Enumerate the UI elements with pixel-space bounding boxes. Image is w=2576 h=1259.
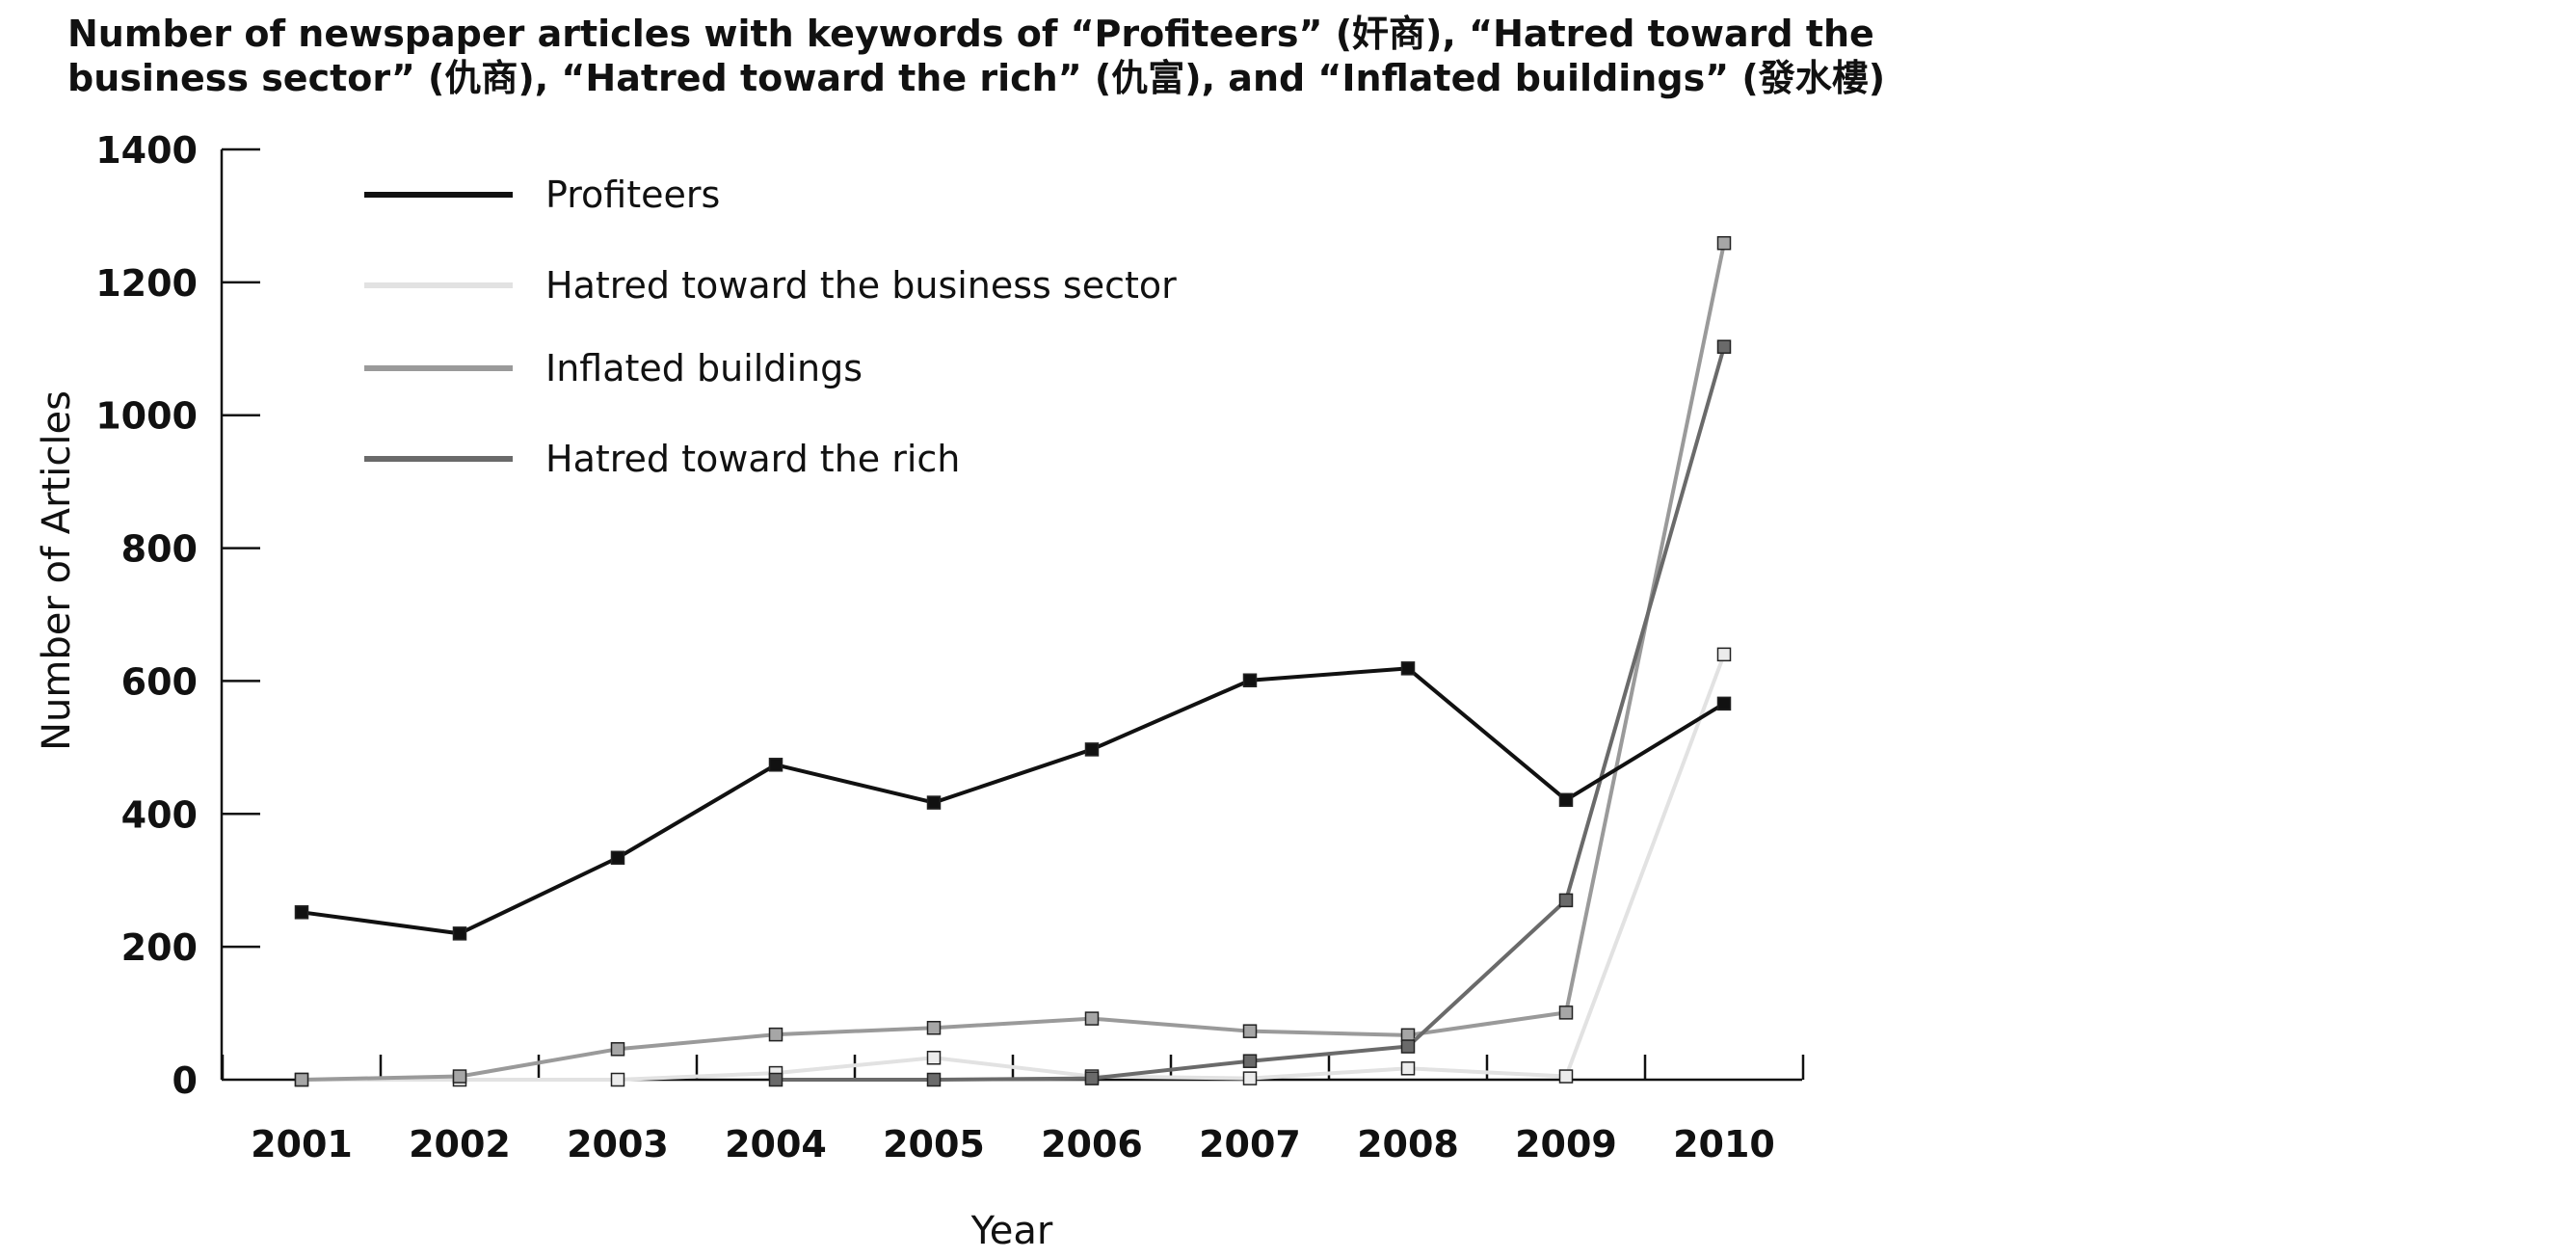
x-tick-label: 2003: [567, 1123, 669, 1165]
data-point: [1084, 1071, 1100, 1085]
data-point: [610, 1042, 625, 1057]
data-point: [926, 1072, 942, 1087]
y-tick-label: 600: [121, 660, 198, 703]
legend-label: Hatred toward the rich: [545, 438, 960, 480]
x-tick-label: 2010: [1673, 1123, 1775, 1165]
data-point: [926, 1051, 942, 1065]
y-tick-label: 200: [121, 926, 198, 969]
y-tick-label: 1400: [95, 129, 198, 172]
data-point: [452, 926, 467, 941]
x-tick-label: 2004: [725, 1123, 827, 1165]
data-point: [1242, 1071, 1258, 1085]
legend-item: Inflated buildings: [364, 347, 863, 389]
data-point: [1558, 1005, 1574, 1020]
chart-title-line-1: Number of newspaper articles with keywor…: [67, 13, 1874, 55]
data-point: [1084, 1011, 1100, 1026]
series-line: [301, 666, 1726, 936]
chart-legend: Profiteers Hatred toward the business sec…: [364, 174, 1177, 480]
x-tick-label: 2009: [1515, 1123, 1617, 1165]
data-point: [1084, 742, 1100, 757]
x-tick-label: 2005: [883, 1123, 985, 1165]
legend-item: Profiteers: [364, 174, 720, 216]
data-point: [1716, 339, 1732, 354]
legend-label: Profiteers: [545, 174, 720, 216]
data-point: [1242, 1024, 1258, 1038]
legend-item: Hatred toward the rich: [364, 438, 960, 480]
x-tick-label: 2001: [251, 1123, 353, 1165]
series-profiteers: [294, 661, 1732, 941]
chart-title-line-2: business sector” (仇商), “Hatred toward th…: [67, 57, 1886, 99]
data-point: [294, 905, 309, 920]
data-point: [926, 1020, 942, 1035]
data-point: [926, 795, 942, 810]
chart-axes: 0 200 400 600 800 1000 1200 1400 2001 2002 2003 200…: [95, 129, 1805, 1165]
series-layer: [294, 235, 1732, 1087]
y-tick-label: 1000: [95, 395, 198, 438]
series-line: [302, 654, 1726, 1082]
chart-title: Number of newspaper articles with keywor…: [67, 12, 1886, 100]
data-point: [1400, 1039, 1416, 1054]
data-point: [1716, 235, 1732, 251]
series-line: [301, 242, 1726, 1082]
data-point: [452, 1069, 467, 1084]
legend-label: Inflated buildings: [545, 347, 863, 389]
data-point: [768, 758, 783, 772]
data-point: [1716, 647, 1732, 662]
y-tick-label: 400: [121, 793, 198, 836]
legend-item: Hatred toward the business sector: [364, 264, 1177, 307]
data-point: [1400, 661, 1416, 676]
x-tick-label: 2008: [1357, 1123, 1459, 1165]
legend-label: Hatred toward the business sector: [545, 264, 1177, 307]
data-point: [1242, 673, 1258, 687]
data-point: [294, 1072, 309, 1087]
y-tick-label: 1200: [95, 262, 198, 305]
data-point: [1558, 792, 1574, 808]
data-point: [768, 1027, 783, 1042]
y-tick-label: 0: [173, 1059, 198, 1102]
x-tick-label: 2002: [409, 1123, 511, 1165]
x-tick-label: 2006: [1041, 1123, 1143, 1165]
data-point: [1558, 1069, 1574, 1084]
y-tick-label: 800: [121, 528, 198, 571]
data-point: [1558, 893, 1574, 908]
x-tick-label: 2007: [1199, 1123, 1301, 1165]
data-point: [610, 1072, 625, 1087]
data-point: [768, 1072, 783, 1087]
data-point: [610, 850, 625, 866]
data-point: [1716, 696, 1732, 711]
x-axis-title: Year: [970, 1209, 1053, 1253]
data-point: [1242, 1054, 1258, 1068]
series-inflated-buildings: [294, 235, 1732, 1087]
data-point: [1400, 1061, 1416, 1076]
y-axis-title: Number of Articles: [35, 390, 79, 751]
series-hatred-toward-the-rich: [768, 339, 1732, 1087]
